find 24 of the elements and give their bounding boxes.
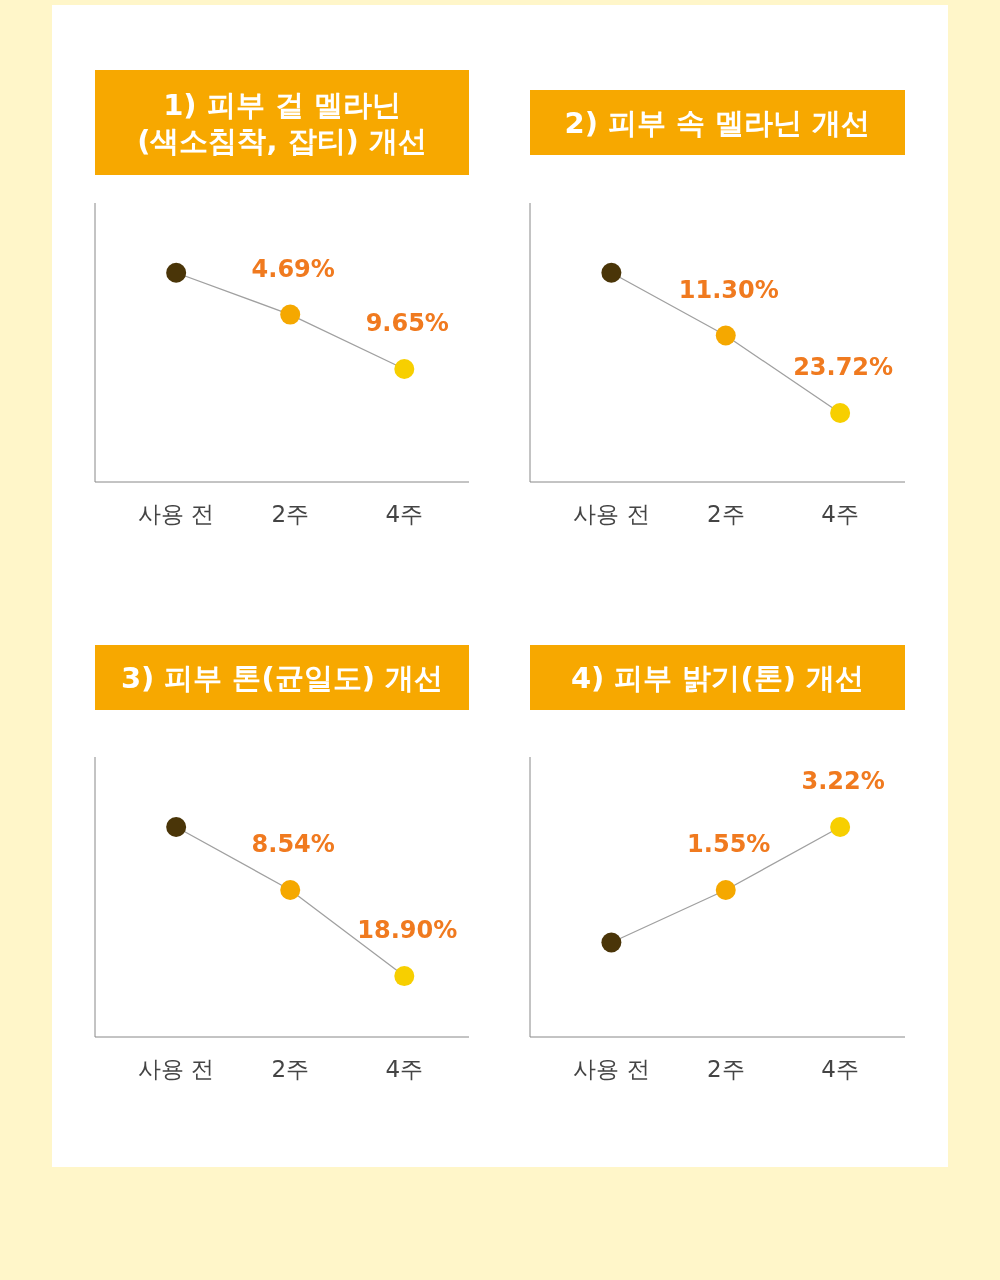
- x-tick-label: 2주: [706, 1056, 745, 1082]
- x-tick-label: 2주: [706, 501, 745, 527]
- annotation: 11.30%: [678, 275, 779, 304]
- annotation: 8.54%: [251, 830, 335, 858]
- x-tick-label: 4주: [821, 501, 859, 527]
- x-tick-label: 4주: [385, 501, 424, 527]
- x-tick-label: 사용 전: [138, 1056, 215, 1082]
- annotation: 9.65%: [365, 309, 449, 338]
- annotation: 4.69%: [251, 254, 335, 283]
- annotation: 3.22%: [801, 767, 885, 795]
- annotation: 1.55%: [687, 830, 771, 858]
- chart-title: 1) 피부 겉 멜라닌 (색소침착, 잡티) 개선: [137, 87, 427, 158]
- x-tick-label: 4주: [385, 1056, 424, 1082]
- annotation: 23.72%: [793, 352, 894, 381]
- annotation: 18.90%: [357, 916, 458, 945]
- x-tick-label: 사용 전: [138, 501, 215, 527]
- x-tick-label: 사용 전: [573, 501, 650, 527]
- x-tick-label: 사용 전: [573, 1056, 650, 1082]
- x-tick-label: 2주: [271, 501, 310, 527]
- chart-title: 2) 피부 속 멜라닌 개선: [564, 105, 871, 140]
- chart-title: 3) 피부 톤(균일도) 개선: [120, 660, 444, 695]
- chart-title: 4) 피부 밝기(톤) 개선: [570, 660, 865, 695]
- x-tick-label: 4주: [821, 1056, 859, 1082]
- x-tick-label: 2주: [271, 1056, 310, 1082]
